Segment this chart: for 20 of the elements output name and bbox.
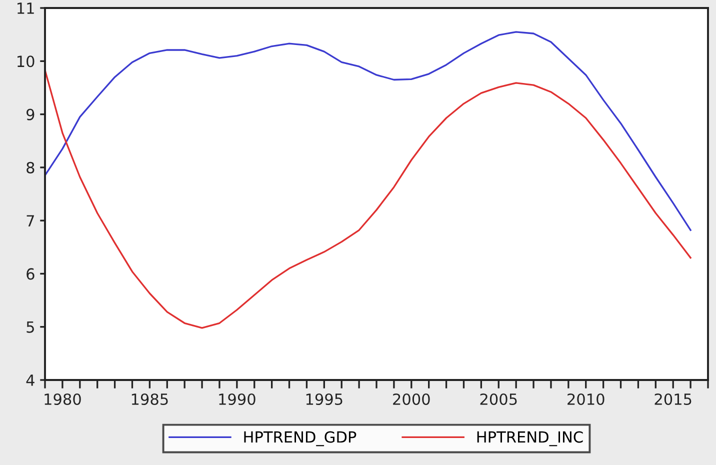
x-tick-label: 2005 (480, 393, 517, 406)
y-tick-label: 6 (26, 268, 34, 280)
y-tick-label: 9 (26, 108, 34, 120)
legend-label: HPTREND_GDP (244, 431, 356, 446)
legend-label: HPTREND_INC (477, 431, 583, 446)
x-tick-label: 1995 (306, 393, 342, 406)
y-tick-label: 4 (26, 374, 34, 386)
x-tick-label: 1980 (44, 393, 81, 406)
y-tick-label: 11 (18, 2, 34, 14)
y-tick-label: 10 (18, 56, 34, 68)
line-series (45, 69, 692, 329)
x-tick-label: 2010 (568, 393, 604, 406)
x-tick-label: 1985 (132, 393, 168, 406)
x-tick-label: 1990 (219, 393, 256, 406)
y-tick-label: 5 (26, 322, 34, 333)
x-tick-label: 2000 (393, 393, 430, 406)
y-tick-label: 8 (26, 162, 34, 174)
line-series (45, 31, 692, 231)
y-tick-label: 7 (26, 215, 34, 226)
x-tick-label: 2015 (654, 393, 692, 406)
